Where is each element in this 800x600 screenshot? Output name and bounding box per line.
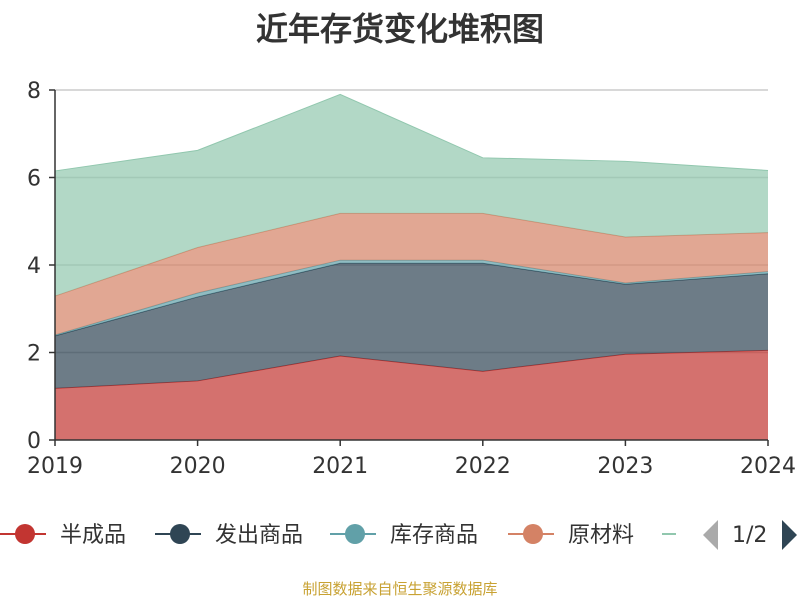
y-tick-label: 8 bbox=[27, 79, 41, 104]
legend-label: 原材料 bbox=[568, 523, 634, 548]
legend-marker bbox=[15, 524, 35, 544]
area-series-1 bbox=[55, 350, 768, 440]
area-series-5 bbox=[55, 94, 768, 297]
y-tick-label: 0 bbox=[27, 429, 41, 454]
area-series-4 bbox=[55, 213, 768, 335]
legend-label: 半成品 bbox=[60, 523, 126, 548]
legend-item-3: 库存商品 bbox=[330, 523, 478, 548]
y-tick-label: 2 bbox=[27, 342, 41, 367]
x-tick-label: 2019 bbox=[27, 454, 83, 479]
x-tick-label: 2023 bbox=[597, 454, 653, 479]
area-series bbox=[54, 93, 769, 440]
y-tick-label: 6 bbox=[27, 167, 41, 192]
chart-title: 近年存货变化堆积图 bbox=[255, 10, 544, 48]
legend-label: 库存商品 bbox=[390, 523, 478, 548]
axes: 0 2 4 6 8 2019 2020 2021 2022 2023 2024 bbox=[27, 79, 796, 479]
legend-item-1: 半成品 bbox=[0, 523, 126, 548]
series-line-5 bbox=[54, 93, 769, 172]
legend-marker bbox=[523, 524, 543, 544]
legend-label: 发出商品 bbox=[215, 523, 303, 548]
legend-page-indicator: 1/2 bbox=[732, 523, 767, 548]
legend: 半成品 发出商品 库存商品 原材料 1/2 bbox=[0, 510, 797, 560]
legend-marker bbox=[345, 524, 365, 544]
series-line-1 bbox=[54, 349, 769, 389]
legend-marker bbox=[170, 524, 190, 544]
y-tick-label: 4 bbox=[27, 254, 41, 279]
x-tick-label: 2020 bbox=[170, 454, 226, 479]
x-tick-label: 2022 bbox=[455, 454, 511, 479]
legend-item-2: 发出商品 bbox=[155, 523, 303, 548]
x-tick-label: 2024 bbox=[740, 454, 796, 479]
legend-item-4: 原材料 bbox=[508, 523, 634, 548]
source-note: 制图数据来自恒生聚源数据库 bbox=[302, 580, 498, 598]
legend-clip bbox=[676, 510, 706, 560]
x-tick-label: 2021 bbox=[312, 454, 368, 479]
area-series-2 bbox=[55, 263, 768, 389]
legend-prev-page-icon[interactable] bbox=[703, 520, 718, 550]
legend-next-page-icon[interactable] bbox=[782, 520, 797, 550]
